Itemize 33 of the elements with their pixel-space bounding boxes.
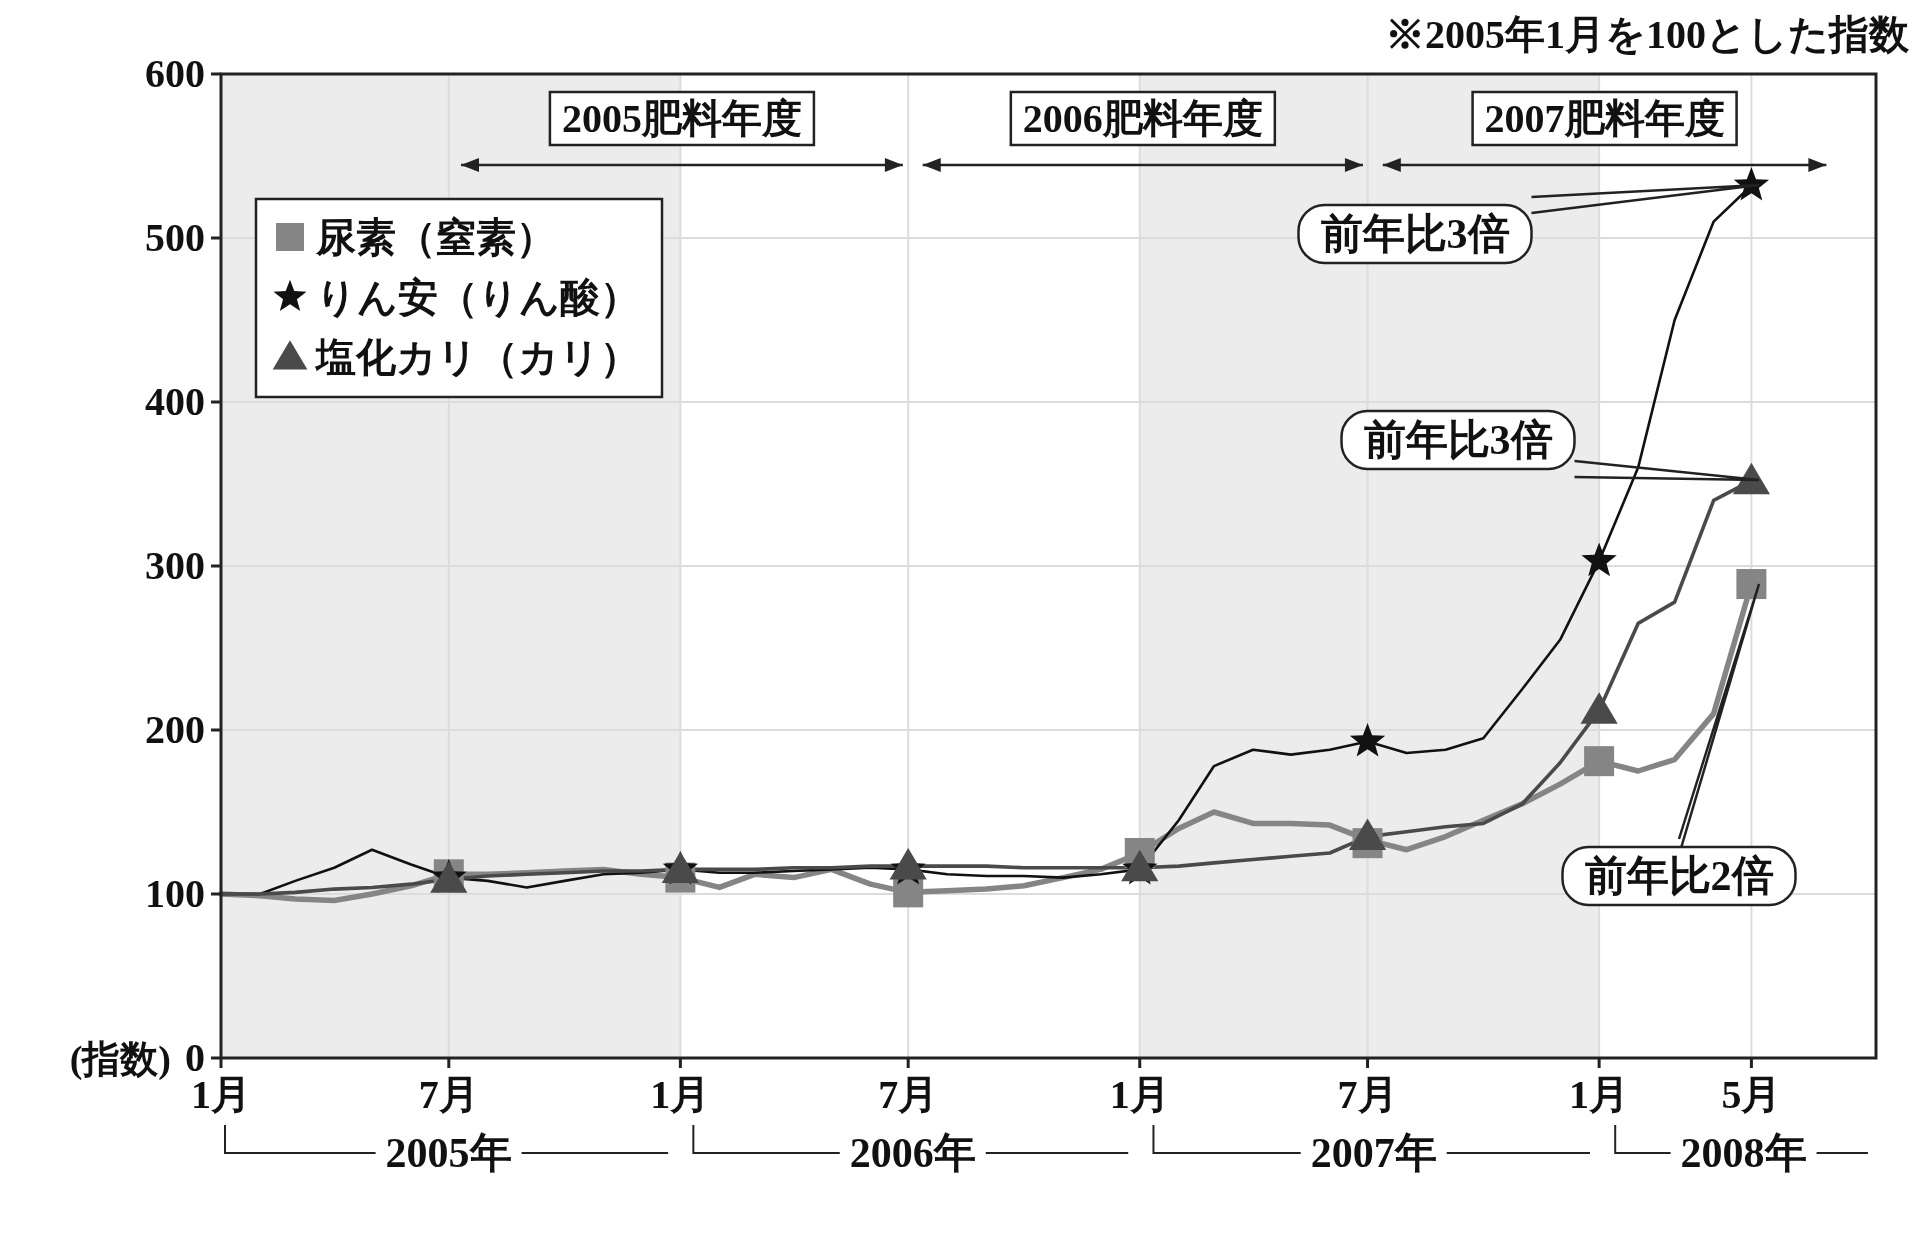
legend-label: りん安（りん酸） bbox=[316, 275, 640, 320]
x-tick-label: 7月 bbox=[1337, 1072, 1398, 1117]
point bbox=[1349, 722, 1386, 757]
x-tick-label: 7月 bbox=[418, 1072, 479, 1117]
text: 2006年 bbox=[849, 1130, 976, 1176]
annotation: 前年比2倍 bbox=[1584, 853, 1774, 899]
y-tick-label: 500 bbox=[145, 215, 205, 260]
text: 2007年 bbox=[1310, 1130, 1437, 1176]
point bbox=[1584, 746, 1615, 777]
x-tick-label: 7月 bbox=[878, 1072, 939, 1117]
y-tick-label: 200 bbox=[145, 707, 205, 752]
y-axis-title: (指数) bbox=[69, 1038, 171, 1081]
x-tick-label: 5月 bbox=[1721, 1072, 1782, 1117]
y-tick-label: 400 bbox=[145, 379, 205, 424]
x-tick-label: 1月 bbox=[1109, 1072, 1170, 1117]
x-tick-label: 1月 bbox=[650, 1072, 711, 1117]
point bbox=[1348, 818, 1387, 851]
y-tick-label: 100 bbox=[145, 871, 205, 916]
point bbox=[1580, 692, 1618, 724]
annotation: 2005肥料年度 bbox=[561, 96, 802, 141]
annotation: 前年比3倍 bbox=[1320, 211, 1510, 257]
legend-label: 塩化カリ（カリ） bbox=[314, 335, 640, 380]
y-tick-label: 300 bbox=[145, 543, 205, 588]
y-tick-label: 600 bbox=[145, 51, 205, 96]
annotation: 2007肥料年度 bbox=[1484, 96, 1725, 141]
text: ※2005年1月を100とした指数 bbox=[1385, 12, 1910, 57]
point bbox=[1581, 542, 1617, 577]
legend-label: 尿素（窒素） bbox=[315, 215, 556, 260]
x-tick-label: 1月 bbox=[1569, 1072, 1630, 1117]
text: 2005年 bbox=[385, 1130, 512, 1176]
annotation: 2006肥料年度 bbox=[1022, 96, 1263, 141]
annotation: 前年比3倍 bbox=[1363, 417, 1553, 463]
text: 2008年 bbox=[1680, 1130, 1807, 1176]
